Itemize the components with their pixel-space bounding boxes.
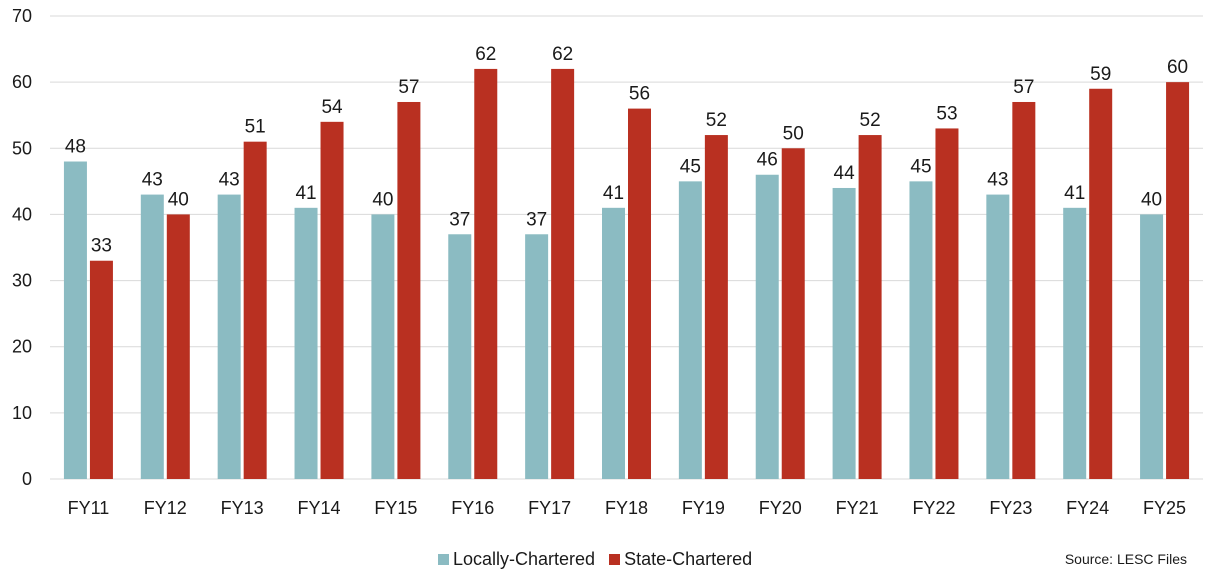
bar-state-chartered-fy19	[704, 135, 728, 480]
x-tick-label: FY17	[528, 498, 571, 518]
bar-state-chartered-fy22	[935, 128, 959, 479]
data-label-state-chartered-fy15: 57	[398, 77, 419, 98]
y-tick-label: 30	[12, 271, 32, 291]
data-label-locally-chartered-fy16: 37	[449, 209, 470, 230]
y-tick-label: 60	[12, 72, 32, 92]
data-label-locally-chartered-fy22: 45	[910, 156, 931, 177]
x-tick-label: FY22	[912, 498, 955, 518]
bar-locally-chartered-fy14	[294, 207, 318, 480]
y-tick-label: 0	[22, 469, 32, 489]
bar-state-chartered-fy12	[166, 214, 190, 479]
bar-locally-chartered-fy20	[755, 174, 779, 479]
x-axis-ticks: FY11 FY12 FY13 FY14 FY15 FY16 FY17 FY18 FY19 FY20…	[68, 498, 1186, 518]
data-label-locally-chartered-fy24: 41	[1064, 183, 1085, 204]
bar-state-chartered-fy16	[474, 68, 498, 480]
data-label-state-chartered-fy24: 59	[1090, 64, 1111, 85]
data-label-state-chartered-fy14: 54	[321, 97, 343, 118]
data-label-state-chartered-fy18: 56	[629, 84, 650, 105]
bar-locally-chartered-fy24	[1063, 207, 1087, 480]
y-tick-label: 50	[12, 138, 32, 158]
data-label-locally-chartered-fy25: 40	[1141, 189, 1162, 210]
y-tick-label: 20	[12, 337, 32, 357]
bar-state-chartered-fy14	[320, 121, 344, 479]
bar-locally-chartered-fy11	[63, 161, 87, 479]
data-label-state-chartered-fy12: 40	[168, 189, 189, 210]
data-label-locally-chartered-fy13: 43	[219, 170, 240, 191]
x-tick-label: FY21	[836, 498, 879, 518]
y-tick-label: 10	[12, 403, 32, 423]
data-label-state-chartered-fy17: 62	[552, 44, 573, 65]
data-label-locally-chartered-fy21: 44	[834, 163, 856, 184]
legend-swatch-state-chartered	[609, 553, 621, 565]
bar-state-chartered-fy23	[1012, 101, 1036, 479]
data-label-locally-chartered-fy19: 45	[680, 156, 701, 177]
bar-locally-chartered-fy18	[602, 207, 625, 480]
bar-locally-chartered-fy21	[832, 187, 856, 479]
bar-locally-chartered-fy23	[986, 194, 1010, 480]
bar-state-chartered-fy18	[628, 108, 651, 479]
legend-label-state-chartered: State-Chartered	[624, 548, 753, 569]
bar-locally-chartered-fy13	[217, 194, 241, 480]
data-label-state-chartered-fy13: 51	[245, 117, 266, 138]
bars	[63, 68, 1190, 480]
y-tick-label: 70	[12, 6, 32, 26]
bar-state-chartered-fy25	[1166, 82, 1190, 480]
data-label-locally-chartered-fy20: 46	[757, 150, 778, 171]
data-label-state-chartered-fy20: 50	[783, 123, 804, 144]
y-tick-label: 40	[12, 204, 32, 224]
bar-state-chartered-fy13	[243, 141, 267, 479]
data-label-state-chartered-fy23: 57	[1013, 77, 1034, 98]
x-tick-label: FY19	[682, 498, 725, 518]
data-label-locally-chartered-fy15: 40	[372, 189, 393, 210]
bar-state-chartered-fy15	[397, 101, 421, 479]
data-label-locally-chartered-fy14: 41	[295, 183, 316, 204]
x-tick-label: FY16	[451, 498, 494, 518]
x-tick-label: FY13	[221, 498, 264, 518]
y-axis-ticks: 0 10 20 30 40 50 60 70	[12, 6, 32, 489]
data-label-state-chartered-fy19: 52	[706, 110, 727, 131]
bar-state-chartered-fy11	[89, 260, 113, 479]
x-tick-label: FY18	[605, 498, 648, 518]
data-label-locally-chartered-fy12: 43	[142, 170, 163, 191]
x-tick-label: FY14	[298, 498, 341, 518]
data-label-state-chartered-fy11: 33	[91, 236, 112, 257]
legend-swatch-locally-chartered	[438, 553, 449, 565]
legend-label-locally-chartered: Locally-Chartered	[453, 548, 596, 569]
data-label-state-chartered-fy16: 62	[475, 44, 496, 65]
data-labels: 4833434043514154405737623762415645524650…	[65, 44, 1188, 257]
bar-locally-chartered-fy25	[1140, 214, 1164, 479]
bar-locally-chartered-fy12	[140, 194, 164, 480]
data-label-state-chartered-fy22: 53	[936, 103, 957, 124]
data-label-locally-chartered-fy18: 41	[603, 183, 624, 204]
bar-state-chartered-fy21	[858, 135, 882, 480]
x-tick-label: FY23	[989, 498, 1032, 518]
bar-locally-chartered-fy16	[448, 234, 472, 479]
data-label-state-chartered-fy25: 60	[1167, 57, 1188, 78]
legend: Locally-Chartered State-Chartered	[438, 548, 766, 570]
legend-item-locally-chartered: Locally-Chartered	[438, 549, 595, 570]
bar-locally-chartered-fy15	[371, 214, 395, 479]
data-label-state-chartered-fy21: 52	[860, 110, 881, 131]
bar-state-chartered-fy17	[551, 68, 575, 480]
x-tick-label: FY11	[68, 498, 110, 518]
bar-locally-chartered-fy19	[678, 181, 702, 479]
x-tick-label: FY25	[1143, 498, 1186, 518]
bar-locally-chartered-fy17	[525, 234, 549, 479]
source-note: Source: LESC Files	[1064, 551, 1187, 567]
bar-locally-chartered-fy22	[909, 181, 933, 479]
legend-item-state-chartered: State-Chartered	[609, 549, 752, 570]
x-tick-label: FY20	[759, 498, 802, 518]
data-label-locally-chartered-fy23: 43	[987, 170, 1008, 191]
data-label-locally-chartered-fy11: 48	[65, 137, 86, 158]
data-label-locally-chartered-fy17: 37	[526, 209, 547, 230]
x-tick-label: FY15	[374, 498, 417, 518]
x-tick-label: FY24	[1066, 498, 1109, 518]
gridlines	[50, 15, 1203, 480]
x-tick-label: FY12	[144, 498, 187, 518]
bar-state-chartered-fy24	[1089, 88, 1113, 479]
bar-state-chartered-fy20	[781, 148, 805, 480]
